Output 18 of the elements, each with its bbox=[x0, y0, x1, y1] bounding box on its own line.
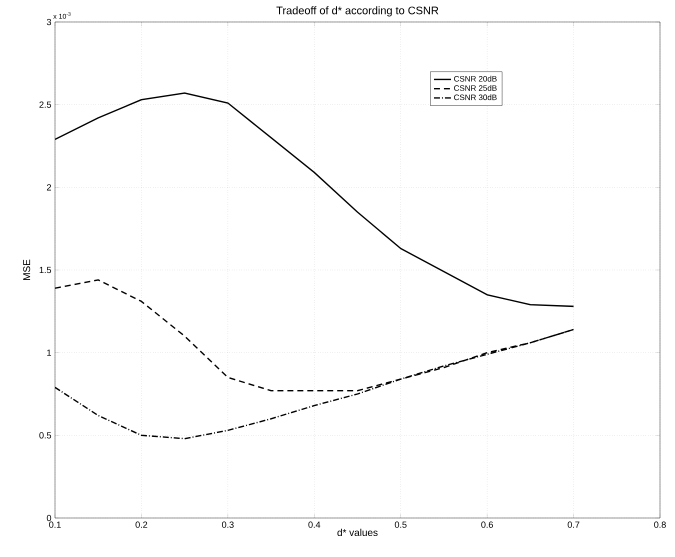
x-axis-title: d* values bbox=[337, 528, 378, 536]
x-tick-label: 0.1 bbox=[49, 522, 61, 528]
y-tick-label: 2 bbox=[46, 184, 52, 190]
y-axis-title: MSE bbox=[23, 260, 30, 280]
x-tick-label: 0.6 bbox=[481, 522, 493, 528]
chart-title: Tradeoff of d* according to CSNR bbox=[276, 6, 438, 16]
x-tick-label: 0.7 bbox=[568, 522, 580, 528]
x-tick-label: 0.4 bbox=[308, 522, 320, 528]
x-tick-label: 0.8 bbox=[654, 522, 666, 528]
x-tick-label: 0.5 bbox=[394, 522, 407, 528]
y-tick-label: 0 bbox=[46, 514, 52, 522]
y-tick-label: 3 bbox=[46, 18, 52, 26]
x-tick-label: 0.3 bbox=[222, 522, 234, 528]
y-tick-label: 1 bbox=[47, 350, 52, 356]
x-tick-label: 0.2 bbox=[136, 522, 148, 528]
y-tick-label: 1.5 bbox=[40, 266, 52, 274]
y-tick-label: 0.5 bbox=[39, 432, 52, 439]
y-tick-label: 2.5 bbox=[39, 101, 52, 108]
